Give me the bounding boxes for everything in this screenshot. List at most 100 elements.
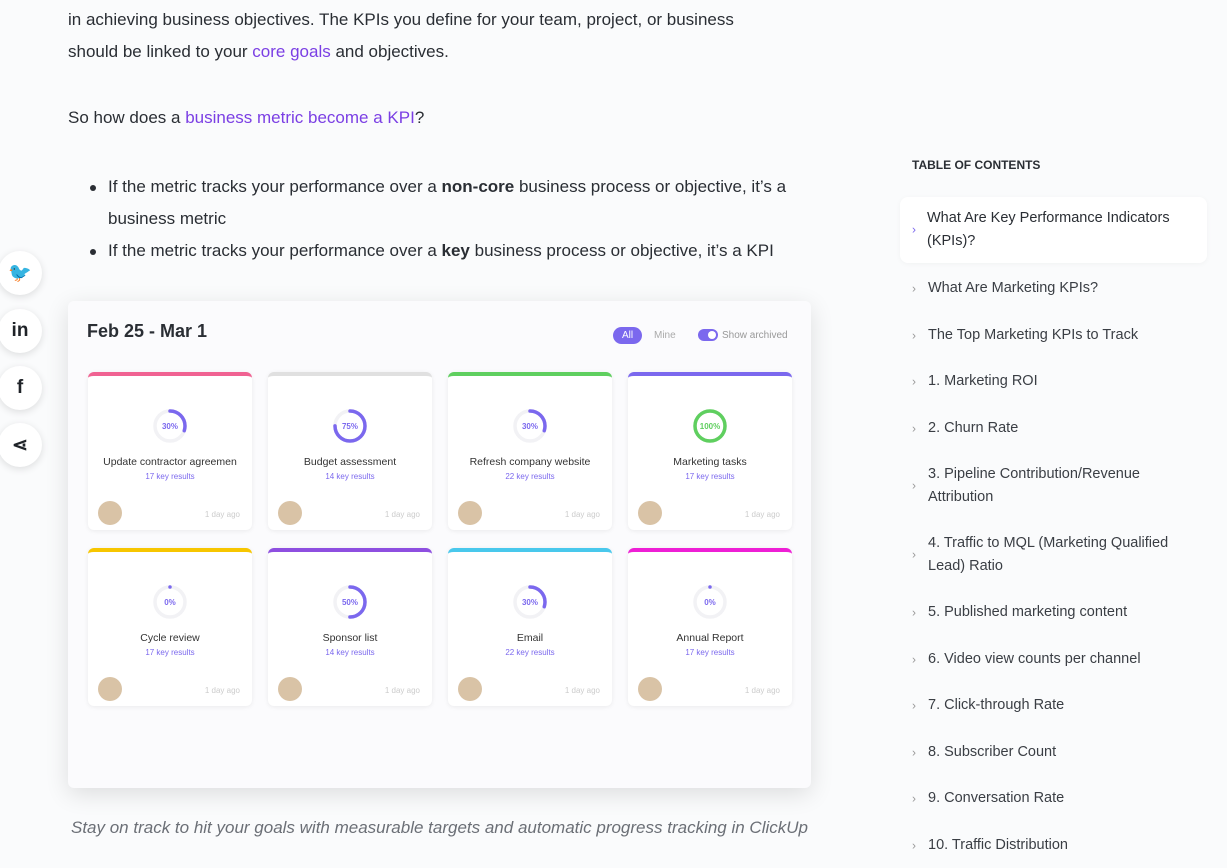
toc-item[interactable]: › 5. Published marketing content	[912, 601, 1202, 624]
avatar	[458, 677, 482, 701]
share-share-button[interactable]: ⋖	[0, 423, 42, 467]
progress-ring: 100%	[693, 409, 727, 443]
progress-ring: 75%	[333, 409, 367, 443]
show-archived-label: Show archived	[722, 330, 788, 341]
goal-title: Email	[516, 632, 544, 644]
goal-title: Annual Report	[676, 632, 744, 644]
timestamp: 1 day ago	[384, 686, 420, 695]
goal-card[interactable]: 75% Budget assessment 14 key results 1 d…	[268, 372, 432, 530]
progress-ring: 0%	[153, 585, 187, 619]
toc-item[interactable]: › 4. Traffic to MQL (Marketing Qualified …	[912, 535, 1169, 574]
chevron-right-icon: ›	[912, 838, 916, 852]
share-icon: ⋖	[12, 434, 28, 456]
toc-item[interactable]: › 1. Marketing ROI	[912, 370, 1202, 393]
progress-ring: 30%	[513, 409, 547, 443]
svg-text:0%: 0%	[704, 598, 716, 607]
avatar	[278, 501, 302, 525]
timestamp: 1 day ago	[744, 686, 780, 695]
paragraph: So how does a business metric become a K…	[68, 108, 425, 127]
key-results-link[interactable]: 22 key results	[505, 648, 555, 657]
chevron-right-icon: ›	[912, 652, 916, 666]
business-metric-link[interactable]: business metric become a KPI	[185, 108, 415, 127]
goal-card[interactable]: 0% Annual Report 17 key results 1 day ag…	[628, 548, 792, 706]
key-results-link[interactable]: 17 key results	[145, 472, 195, 481]
facebook-share-button[interactable]: f	[0, 366, 42, 410]
twitter-icon: 🐦	[8, 263, 32, 284]
chevron-right-icon: ›	[912, 478, 916, 493]
avatar	[458, 501, 482, 525]
chevron-right-icon: ›	[912, 791, 916, 805]
key-results-link[interactable]: 17 key results	[145, 648, 195, 657]
chevron-right-icon: ›	[912, 421, 916, 435]
chevron-right-icon: ›	[912, 222, 916, 237]
toc-item[interactable]: › 3. Pipeline Contribution/Revenue Attrib…	[912, 466, 1140, 505]
toc-item[interactable]: › The Top Marketing KPIs to Track	[912, 324, 1202, 347]
toc-item[interactable]: › 8. Subscriber Count	[912, 741, 1202, 764]
goal-card[interactable]: 30% Refresh company website 22 key resul…	[448, 372, 612, 530]
chevron-right-icon: ›	[912, 745, 916, 759]
goal-title: Marketing tasks	[673, 456, 747, 468]
facebook-icon: f	[16, 377, 24, 398]
key-results-link[interactable]: 14 key results	[325, 472, 375, 481]
progress-ring: 0%	[693, 585, 727, 619]
avatar	[98, 677, 122, 701]
key-results-link[interactable]: 14 key results	[325, 648, 375, 657]
list-item: If the metric tracks your performance ov…	[90, 171, 818, 235]
bullet-list: If the metric tracks your performance ov…	[90, 171, 818, 267]
toc-item[interactable]: › What Are Marketing KPIs?	[912, 277, 1202, 300]
twitter-share-button[interactable]: 🐦	[0, 251, 42, 295]
svg-text:30%: 30%	[522, 598, 538, 607]
svg-text:30%: 30%	[522, 422, 538, 431]
toc-item[interactable]: › 10. Traffic Distribution	[912, 834, 1202, 857]
filter-mine: Mine	[654, 330, 676, 341]
goal-card[interactable]: 30% Email 22 key results 1 day ago	[448, 548, 612, 706]
goal-title: Refresh company website	[469, 456, 591, 468]
core-goals-link[interactable]: core goals	[252, 42, 331, 61]
toc-item[interactable]: › 2. Churn Rate	[912, 417, 1202, 440]
chevron-right-icon: ›	[912, 698, 916, 712]
goal-title: Update contractor agreemen	[103, 456, 237, 468]
key-results-link[interactable]: 17 key results	[685, 472, 735, 481]
timestamp: 1 day ago	[564, 686, 600, 695]
avatar	[98, 501, 122, 525]
key-results-link[interactable]: 22 key results	[505, 472, 555, 481]
avatar	[638, 501, 662, 525]
toc-item[interactable]: › 7. Click-through Rate	[912, 694, 1202, 717]
chevron-right-icon: ›	[912, 374, 916, 388]
timestamp: 1 day ago	[204, 510, 240, 519]
svg-text:30%: 30%	[162, 422, 178, 431]
goal-title: Budget assessment	[303, 456, 397, 468]
chevron-right-icon: ›	[912, 547, 916, 562]
progress-ring: 30%	[153, 409, 187, 443]
toc-item[interactable]: › 6. Video view counts per channel	[912, 648, 1202, 671]
timestamp: 1 day ago	[384, 510, 420, 519]
toc-item[interactable]: › 9. Conversation Rate	[912, 787, 1202, 810]
svg-text:50%: 50%	[342, 598, 358, 607]
filter-all: All	[613, 327, 643, 344]
chevron-right-icon: ›	[912, 605, 916, 619]
key-results-link[interactable]: 17 key results	[685, 648, 735, 657]
goal-card[interactable]: 50% Sponsor list 14 key results 1 day ag…	[268, 548, 432, 706]
goal-card[interactable]: 0% Cycle review 17 key results 1 day ago	[88, 548, 252, 706]
image-caption: Stay on track to hit your goals with mea…	[70, 818, 808, 837]
goal-title: Sponsor list	[322, 632, 378, 644]
date-range-title: Feb 25 - Mar 1	[87, 321, 208, 341]
svg-text:0%: 0%	[164, 598, 176, 607]
clickup-goals-screenshot: Feb 25 - Mar 1 All Mine Show archived 30…	[68, 301, 811, 788]
toc-heading: TABLE OF CONTENTS	[912, 158, 1041, 172]
progress-ring: 50%	[333, 585, 367, 619]
goal-card[interactable]: 30% Update contractor agreemen 17 key re…	[88, 372, 252, 530]
avatar	[278, 677, 302, 701]
svg-text:75%: 75%	[342, 422, 358, 431]
toggle-icon	[698, 329, 718, 341]
progress-ring: 30%	[513, 585, 547, 619]
linkedin-icon: in	[11, 320, 29, 341]
paragraph: in achieving business objectives. The KP…	[68, 10, 734, 61]
goal-card[interactable]: 100% Marketing tasks 17 key results 1 da…	[628, 372, 792, 530]
list-item: If the metric tracks your performance ov…	[90, 235, 818, 267]
timestamp: 1 day ago	[204, 686, 240, 695]
linkedin-share-button[interactable]: in	[0, 309, 42, 353]
goal-title: Cycle review	[140, 632, 200, 644]
svg-text:100%: 100%	[700, 422, 720, 431]
toc-item[interactable]: › What Are Key Performance Indicators (KP…	[900, 197, 1207, 263]
